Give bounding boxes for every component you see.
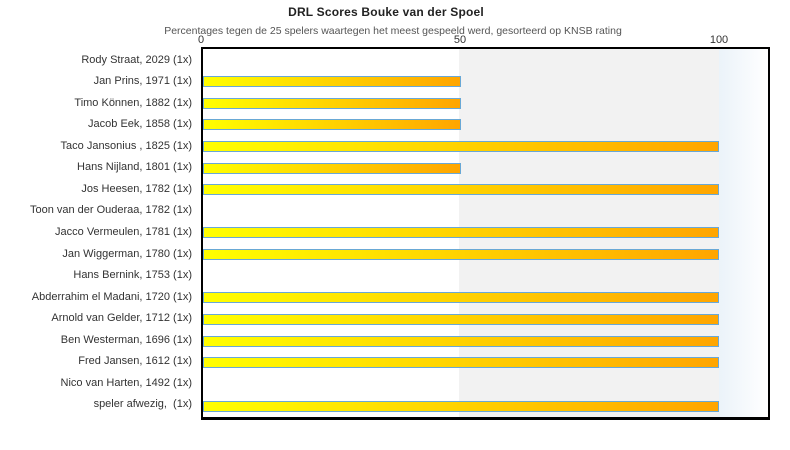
y-axis-label: Taco Jansonius , 1825 (1x) <box>60 139 192 152</box>
chart-row <box>203 136 768 158</box>
chart-row <box>203 71 768 93</box>
bar <box>203 140 719 152</box>
bar <box>203 227 719 239</box>
chart-row <box>203 114 768 136</box>
bar <box>203 314 719 325</box>
chart-title: DRL Scores Bouke van der Spoel <box>288 5 484 19</box>
x-axis-tick: 0 <box>197 34 205 46</box>
chart-row <box>203 374 768 396</box>
chart-subtitle: Percentages tegen de 25 spelers waartege… <box>164 25 622 37</box>
plot-area <box>201 47 770 420</box>
y-axis-label: Hans Nijland, 1801 (1x) <box>77 161 192 174</box>
bar <box>203 249 719 261</box>
chart-row <box>203 179 768 201</box>
y-axis-label: Nico van Harten, 1492 (1x) <box>60 376 192 389</box>
chart-row <box>203 222 768 244</box>
chart-row <box>203 49 768 71</box>
y-axis-label: Rody Straat, 2029 (1x) <box>81 53 192 66</box>
x-axis-tick: 100 <box>709 34 729 46</box>
chart-row <box>203 395 768 417</box>
y-axis-label: Hans Bernink, 1753 (1x) <box>73 269 192 282</box>
chart-row <box>203 265 768 287</box>
bar <box>203 97 461 109</box>
chart-row <box>203 287 768 309</box>
bar <box>203 335 719 347</box>
y-axis-label: Jacco Vermeulen, 1781 (1x) <box>55 226 192 239</box>
chart-row <box>203 244 768 266</box>
chart-row <box>203 309 768 331</box>
chart-row <box>203 352 768 374</box>
bar <box>203 184 719 196</box>
chart-row <box>203 200 768 222</box>
y-axis-label: Toon van der Ouderaa, 1782 (1x) <box>29 204 192 217</box>
x-axis: 0 50 100 <box>197 34 770 47</box>
bar <box>203 357 719 369</box>
y-axis-label: Arnold van Gelder, 1712 (1x) <box>51 312 192 325</box>
bar <box>203 75 461 87</box>
chart-row <box>203 330 768 352</box>
bar <box>203 292 719 304</box>
bar <box>203 119 461 131</box>
y-axis-label: Abderrahim el Madani, 1720 (1x) <box>31 290 192 303</box>
y-axis-label: Timo Können, 1882 (1x) <box>74 96 192 109</box>
chart-row <box>203 157 768 179</box>
y-axis-label: Ben Westerman, 1696 (1x) <box>60 333 192 346</box>
bar <box>203 400 719 412</box>
y-axis-label: Fred Jansen, 1612 (1x) <box>78 355 192 368</box>
y-axis-label: speler afwezig, (1x) <box>93 398 192 411</box>
y-axis-label: Jan Wiggerman, 1780 (1x) <box>62 247 192 260</box>
x-axis-tick: 50 <box>453 34 467 46</box>
y-axis-label: Jacob Eek, 1858 (1x) <box>88 118 192 131</box>
chart-row <box>203 92 768 114</box>
y-axis-label: Jan Prins, 1971 (1x) <box>93 75 192 88</box>
bar <box>203 162 461 174</box>
y-axis-labels: Rody Straat, 2029 (1x) Jan Prins, 1971 (1… <box>0 49 192 415</box>
y-axis-label: Jos Heesen, 1782 (1x) <box>81 182 192 195</box>
